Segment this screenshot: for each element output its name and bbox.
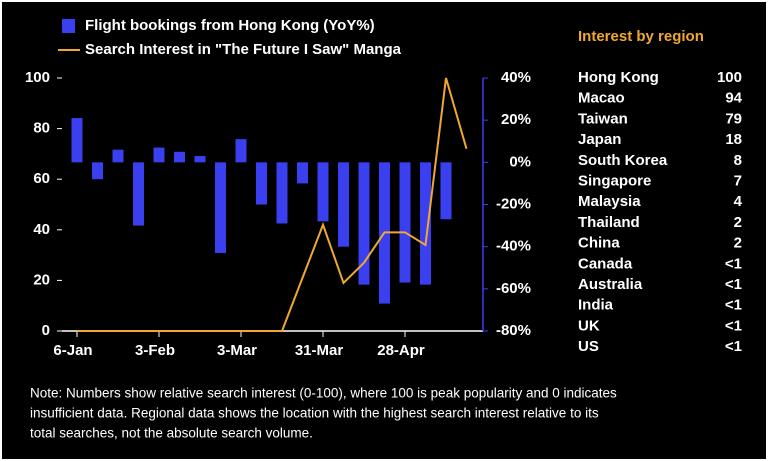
- y2-tick-label: -40%: [496, 238, 531, 255]
- y2-tick-label: -60%: [496, 280, 531, 297]
- region-value: 18: [725, 131, 742, 148]
- region-name: Singapore: [578, 172, 651, 189]
- region-value: 2: [734, 214, 742, 231]
- note-line: total searches, not the absolute search …: [30, 426, 313, 441]
- y-tick-label: 40: [33, 221, 50, 238]
- region-name: Australia: [578, 276, 643, 293]
- region-value: <1: [725, 255, 742, 272]
- region-value: 94: [725, 90, 742, 107]
- bar: [256, 162, 267, 205]
- x-tick-label: 3-Feb: [135, 342, 175, 359]
- bar: [194, 156, 206, 163]
- region-name: Macao: [578, 90, 625, 107]
- region-name: US: [578, 338, 599, 355]
- y2-tick-label: 0%: [509, 153, 531, 170]
- region-value: 2: [734, 235, 742, 252]
- x-tick-label: 31-Mar: [295, 342, 344, 359]
- bar: [112, 149, 124, 163]
- table-title: Interest by region: [578, 28, 704, 45]
- region-name: India: [578, 297, 614, 314]
- y-tick-label: 80: [33, 120, 50, 137]
- bar: [71, 118, 83, 163]
- region-name: UK: [578, 317, 600, 334]
- region-name: Hong Kong: [578, 69, 659, 86]
- region-name: Japan: [578, 131, 621, 148]
- region-name: Taiwan: [578, 110, 628, 127]
- bar: [420, 162, 431, 285]
- y2-tick-label: -20%: [496, 195, 531, 212]
- region-name: China: [578, 235, 620, 252]
- y-tick-label: 60: [33, 170, 50, 187]
- y2-tick-label: -80%: [496, 322, 531, 339]
- bar: [174, 151, 185, 163]
- legend-label: Flight bookings from Hong Kong (YoY%): [85, 17, 375, 34]
- note-line: Note: Numbers show relative search inter…: [30, 386, 617, 401]
- bar: [235, 139, 247, 163]
- region-value: <1: [725, 297, 742, 314]
- region-name: South Korea: [578, 152, 668, 169]
- bar: [317, 162, 329, 222]
- region-name: Thailand: [578, 214, 640, 231]
- legend-label: Search Interest in "The Future I Saw" Ma…: [85, 41, 402, 58]
- y-tick-label: 20: [33, 271, 50, 288]
- bar: [215, 162, 226, 253]
- y2-tick-label: 40%: [501, 69, 531, 86]
- region-value: 7: [734, 172, 742, 189]
- bar: [440, 162, 452, 220]
- region-value: 4: [734, 193, 743, 210]
- bar: [92, 162, 103, 180]
- bar: [338, 162, 349, 247]
- bar: [276, 162, 288, 224]
- y2-tick-label: 20%: [501, 111, 531, 128]
- bar: [358, 162, 370, 285]
- region-value: <1: [725, 338, 742, 355]
- bar: [297, 162, 308, 184]
- y-tick-label: 0: [42, 322, 50, 339]
- bar: [133, 162, 144, 226]
- region-name: Canada: [578, 255, 633, 272]
- region-name: Malaysia: [578, 193, 641, 210]
- x-tick-label: 28-Apr: [377, 342, 425, 359]
- y-tick-label: 100: [25, 69, 50, 86]
- region-value: 8: [734, 152, 742, 169]
- note-line: insufficient data. Regional data shows t…: [30, 406, 599, 421]
- bar: [153, 147, 165, 163]
- legend-swatch: [62, 19, 75, 33]
- line: [77, 77, 468, 332]
- region-value: <1: [725, 276, 742, 293]
- x-tick-label: 6-Jan: [53, 342, 92, 359]
- bar: [399, 162, 411, 283]
- region-value: 79: [725, 110, 742, 127]
- region-value: <1: [725, 317, 742, 334]
- x-tick-label: 3-Mar: [217, 342, 257, 359]
- region-value: 100: [717, 69, 742, 86]
